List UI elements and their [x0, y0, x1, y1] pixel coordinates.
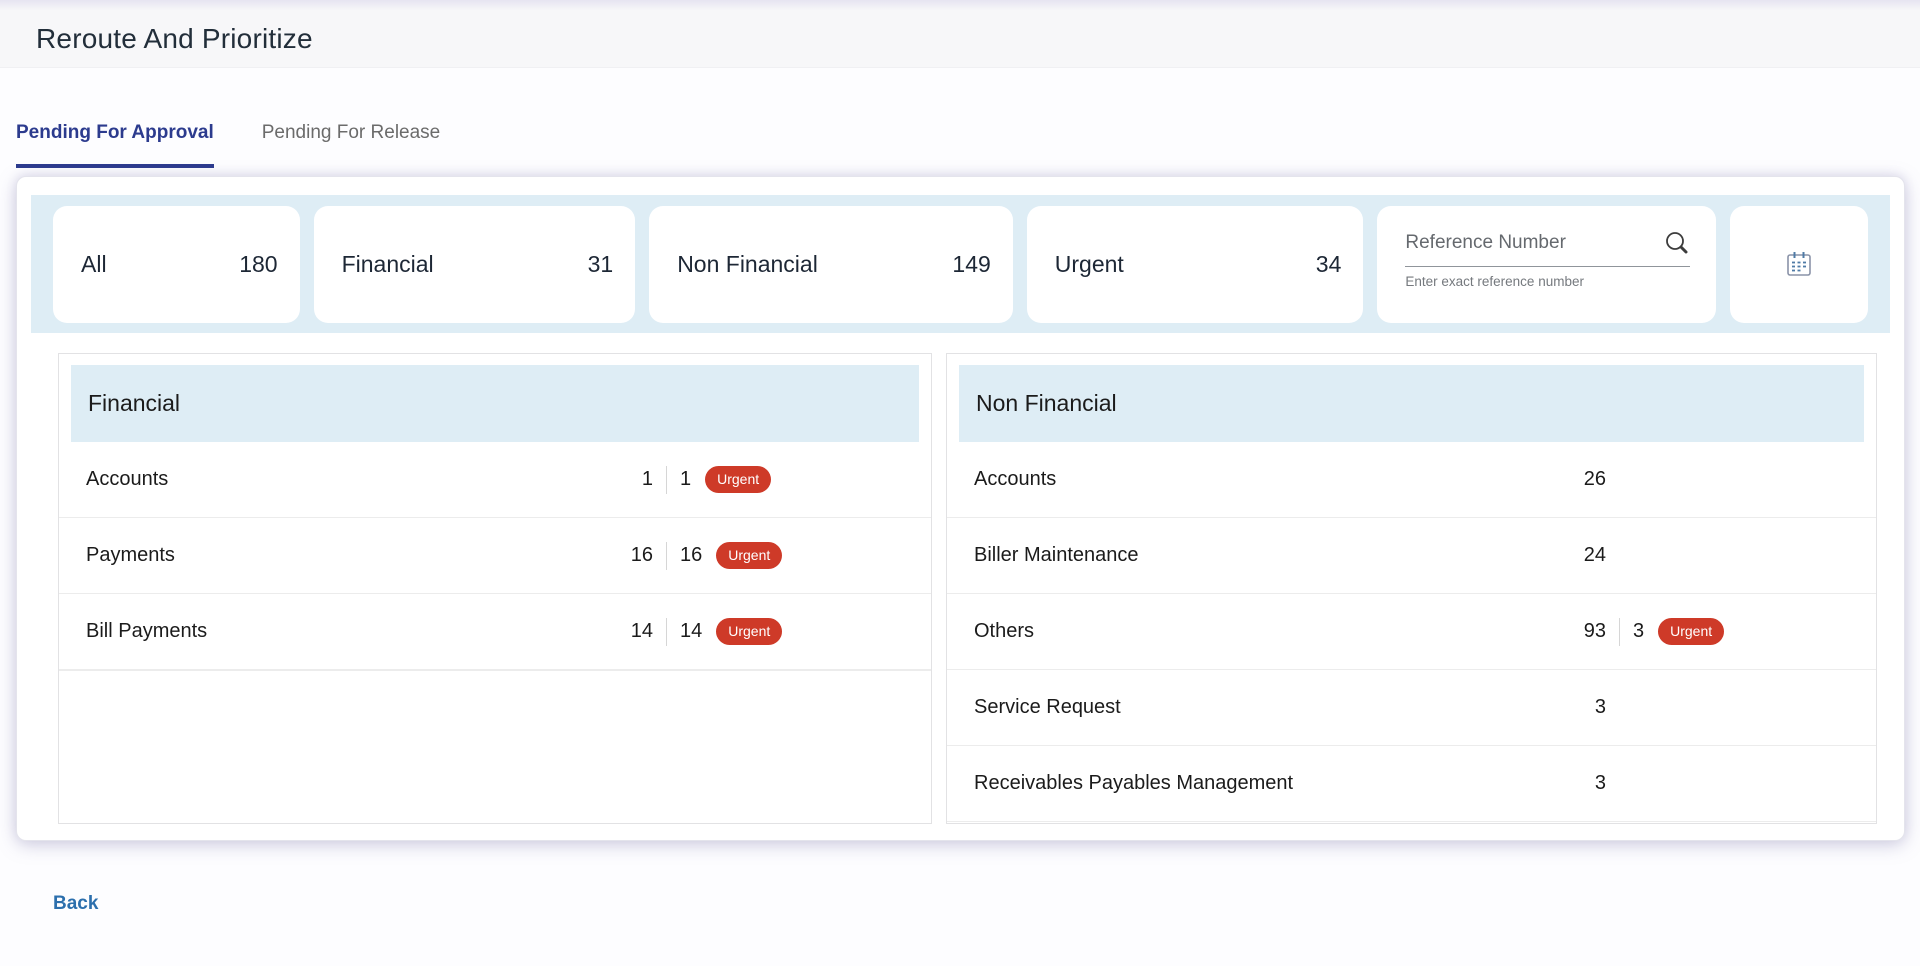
- row-count: 26: [1583, 468, 1606, 490]
- row-receivables-payables-management[interactable]: Receivables Payables Management 3: [947, 746, 1876, 822]
- filter-tile-label: Financial: [341, 250, 434, 277]
- filter-tile-count: 149: [952, 250, 991, 277]
- row-service-request[interactable]: Service Request 3: [947, 670, 1876, 746]
- row-count: 14: [630, 620, 653, 642]
- panel-header-financial: Financial: [71, 365, 919, 442]
- row-count: 3: [1594, 696, 1606, 718]
- row-urgent-count: 3: [1633, 620, 1645, 642]
- row-accounts[interactable]: Accounts 26: [947, 442, 1876, 518]
- panel-filler: [947, 822, 1876, 823]
- panel-title: Non Financial: [976, 390, 1117, 416]
- panel-non-financial: Non Financial Accounts 26 Biller Maintenanc…: [946, 353, 1877, 824]
- search-input[interactable]: [1405, 231, 1664, 254]
- urgent-badge: Urgent: [716, 542, 783, 569]
- panel-title: Financial: [88, 390, 181, 416]
- row-count: 24: [1583, 544, 1606, 566]
- row-payments[interactable]: Payments 16 16 Urgent: [59, 518, 931, 594]
- filter-tile-label: All: [81, 250, 107, 277]
- row-urgent-count: 1: [680, 468, 692, 490]
- filter-strip: All 180 Financial 31 Non Financial 149 Urgent 3…: [31, 195, 1890, 333]
- back-link[interactable]: Back: [53, 893, 99, 914]
- urgent-badge: Urgent: [705, 466, 772, 493]
- top-gradient: [0, 0, 1920, 10]
- row-count: 93: [1583, 620, 1606, 642]
- search-underline: [1405, 265, 1690, 267]
- date-filter-button[interactable]: [1729, 205, 1868, 323]
- row-label: Others: [974, 620, 1035, 642]
- row-label: Accounts: [86, 468, 169, 490]
- filter-tile-count: 34: [1315, 250, 1342, 277]
- row-urgent-count: 16: [680, 544, 703, 566]
- row-label: Payments: [86, 544, 175, 566]
- row-count: 16: [630, 544, 653, 566]
- tab-pending-for-release[interactable]: Pending For Release: [261, 122, 441, 143]
- row-count: 3: [1594, 772, 1606, 794]
- filter-tile-non-financial[interactable]: Non Financial 149: [649, 205, 1013, 323]
- page-header: Reroute And Prioritize: [0, 10, 1920, 68]
- filter-tile-all[interactable]: All 180: [53, 205, 300, 323]
- row-label: Bill Payments: [86, 620, 208, 642]
- filter-tile-label: Non Financial: [677, 250, 818, 277]
- filter-tile-count: 31: [587, 250, 614, 277]
- row-biller-maintenance[interactable]: Biller Maintenance 24: [947, 518, 1876, 594]
- filter-tile-label: Urgent: [1054, 250, 1124, 277]
- row-others[interactable]: Others 93 3 Urgent: [947, 594, 1876, 670]
- row-count: 1: [641, 468, 653, 490]
- filter-tile-urgent[interactable]: Urgent 34: [1026, 205, 1364, 323]
- row-label: Receivables Payables Management: [974, 772, 1294, 794]
- panel-header-non-financial: Non Financial: [959, 365, 1864, 442]
- urgent-badge: Urgent: [716, 618, 783, 645]
- row-accounts[interactable]: Accounts 1 1 Urgent: [59, 442, 931, 518]
- main-content-card: All 180 Financial 31 Non Financial 149 Urgent 3…: [16, 176, 1905, 841]
- search-icon[interactable]: [1664, 230, 1690, 256]
- row-label: Accounts: [974, 468, 1057, 490]
- row-label: Service Request: [974, 696, 1121, 718]
- page-title: Reroute And Prioritize: [36, 22, 313, 54]
- category-panels: Financial Accounts 1 1 Urgent Payments 16 16 Urg…: [58, 353, 1877, 824]
- urgent-badge: Urgent: [1658, 618, 1725, 645]
- count-divider: [1619, 617, 1620, 646]
- reference-search-card: Enter exact reference number: [1377, 205, 1716, 323]
- tab-pending-for-approval[interactable]: Pending For Approval: [16, 122, 214, 168]
- panel-filler: [59, 670, 931, 823]
- row-urgent-count: 14: [680, 620, 703, 642]
- row-bill-payments[interactable]: Bill Payments 14 14 Urgent: [59, 594, 931, 670]
- count-divider: [666, 465, 667, 494]
- filter-tile-count: 180: [239, 250, 278, 277]
- calendar-icon: [1784, 249, 1814, 279]
- count-divider: [666, 541, 667, 570]
- search-helper-text: Enter exact reference number: [1405, 273, 1584, 289]
- count-divider: [666, 617, 667, 646]
- tabbar: Pending For Approval Pending For Release: [0, 68, 1920, 168]
- filter-tile-financial[interactable]: Financial 31: [313, 205, 636, 323]
- row-label: Biller Maintenance: [974, 544, 1139, 566]
- panel-financial: Financial Accounts 1 1 Urgent Payments 16 16 Urg…: [58, 353, 932, 824]
